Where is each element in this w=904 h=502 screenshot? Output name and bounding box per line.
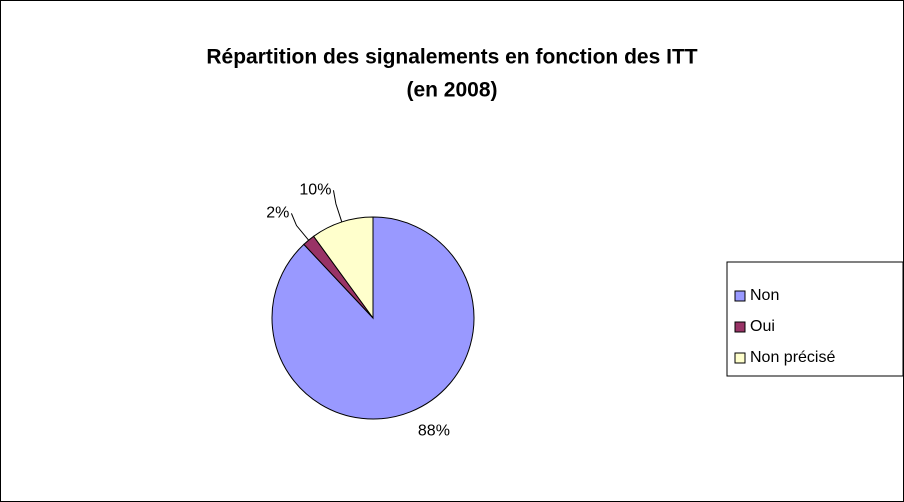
chart-title: (en 2008) bbox=[406, 79, 497, 102]
data-label: 10% bbox=[299, 181, 331, 198]
legend-box bbox=[726, 261, 904, 377]
legend-label: Non précisé bbox=[750, 349, 835, 366]
chart-title: Répartition des signalements en fonction… bbox=[206, 46, 697, 69]
legend-swatch bbox=[734, 321, 746, 333]
leader-line bbox=[332, 190, 343, 223]
leader-line bbox=[290, 213, 310, 241]
data-label: 2% bbox=[266, 205, 289, 222]
data-label: 88% bbox=[418, 423, 450, 440]
legend-label: Oui bbox=[750, 318, 775, 335]
legend-label: Non bbox=[750, 287, 779, 304]
legend-swatch bbox=[734, 352, 746, 364]
legend-swatch bbox=[734, 290, 746, 302]
